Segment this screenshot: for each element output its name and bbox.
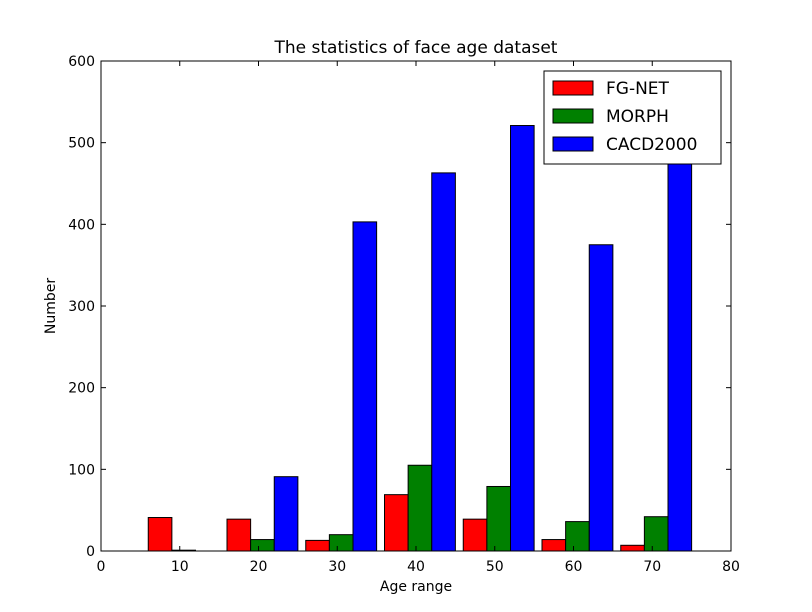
- bar-morph-4: [486, 485, 511, 552]
- chart-title: The statistics of face age dataset: [274, 38, 558, 58]
- legend-swatch-morph: [552, 108, 594, 124]
- y-axis-title: Number: [43, 278, 59, 334]
- bar-fg-net-2: [305, 539, 330, 552]
- bar-cacd2000-5: [588, 244, 614, 552]
- bar-fg-net-6: [620, 544, 645, 552]
- ticks-group: 0 10 20 30 40 50 60 70 80 0 100 200 300 400 500 600: [68, 54, 740, 575]
- x-axis-title: Age range: [380, 579, 452, 595]
- bars-group: [147, 125, 693, 552]
- legend-swatch-fg-net: [552, 80, 594, 96]
- x-tick-label: 30: [328, 559, 346, 575]
- y-tick-label: 100: [68, 462, 95, 478]
- y-tick-label: 200: [68, 381, 95, 397]
- x-tick-label: 40: [407, 559, 425, 575]
- bar-cacd2000-4: [510, 125, 535, 552]
- legend-label: MORPH: [606, 107, 669, 127]
- y-tick-label: 300: [68, 299, 95, 315]
- x-tick-label: 20: [250, 559, 268, 575]
- bar-cacd2000-1: [273, 476, 299, 552]
- bar-morph-5: [565, 521, 590, 552]
- y-tick-label: 400: [68, 217, 95, 233]
- bar-fg-net-4: [462, 518, 488, 552]
- legend-swatch-cacd2000: [552, 136, 594, 152]
- bar-fg-net-5: [541, 539, 567, 552]
- bar-morph-2: [328, 534, 354, 552]
- bar-fg-net-3: [384, 494, 409, 552]
- bar-cacd2000-2: [352, 221, 378, 552]
- bar-fg-net-0: [147, 517, 173, 552]
- legend-label: FG-NET: [606, 79, 670, 99]
- bar-cacd2000-6: [667, 160, 693, 552]
- bar-cacd2000-3: [431, 172, 456, 552]
- bar-morph-6: [643, 516, 669, 552]
- y-tick-label: 600: [68, 54, 95, 70]
- y-tick-label: 0: [86, 544, 95, 560]
- x-tick-label: 0: [97, 559, 106, 575]
- x-tick-label: 60: [565, 559, 583, 575]
- bar-fg-net-1: [226, 518, 252, 552]
- legend: FG-NET MORPH CACD2000: [543, 70, 722, 165]
- bar-morph-3: [407, 464, 433, 552]
- x-tick-label: 10: [171, 559, 189, 575]
- x-tick-label: 80: [722, 559, 740, 575]
- legend-label: CACD2000: [606, 135, 697, 155]
- bar-morph-1: [250, 539, 275, 552]
- x-tick-label: 70: [643, 559, 661, 575]
- y-tick-label: 500: [68, 136, 95, 152]
- x-tick-label: 50: [486, 559, 504, 575]
